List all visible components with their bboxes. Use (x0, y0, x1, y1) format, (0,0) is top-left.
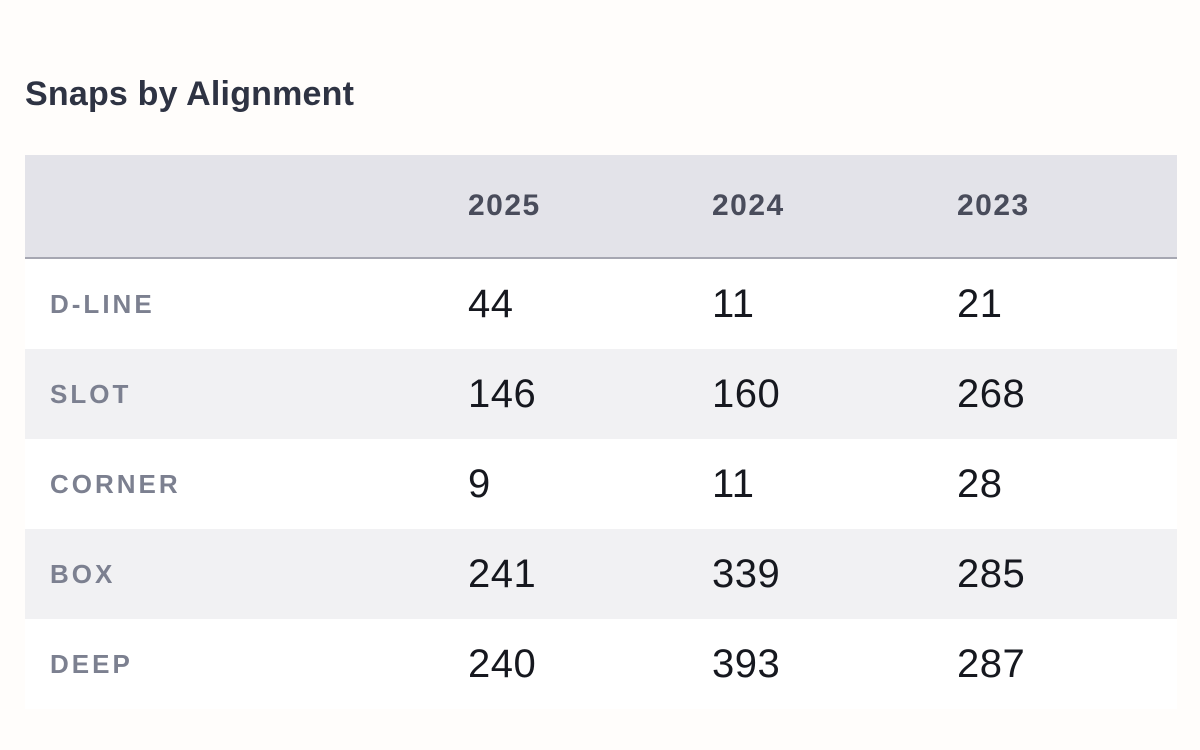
table-row-box: BOX 241 339 285 (25, 529, 1177, 619)
row-label: BOX (50, 558, 116, 589)
cell-value: 393 (712, 641, 781, 686)
cell-value: 268 (957, 371, 1026, 416)
row-label: DEEP (50, 648, 133, 679)
table-row-deep: DEEP 240 393 287 (25, 619, 1177, 709)
row-label: D-LINE (50, 288, 155, 319)
snaps-by-alignment-table: 2025 2024 2023 D-LINE 44 11 21 SLOT 146 … (25, 155, 1177, 709)
cell-value: 339 (712, 551, 781, 596)
cell-value: 44 (468, 281, 514, 326)
row-label: SLOT (50, 378, 132, 409)
cell-value: 21 (957, 281, 1003, 326)
column-header-2025: 2025 (468, 189, 541, 222)
cell-value: 146 (468, 371, 537, 416)
cell-value: 160 (712, 371, 781, 416)
column-header-2024: 2024 (712, 189, 785, 222)
cell-value: 9 (468, 461, 491, 506)
table-row-slot: SLOT 146 160 268 (25, 349, 1177, 439)
cell-value: 241 (468, 551, 537, 596)
cell-value: 285 (957, 551, 1026, 596)
cell-value: 240 (468, 641, 537, 686)
page-title: Snaps by Alignment (25, 74, 355, 113)
cell-value: 11 (712, 461, 755, 506)
table-header-row: 2025 2024 2023 (25, 155, 1177, 259)
table-row-d-line: D-LINE 44 11 21 (25, 259, 1177, 349)
column-header-2023: 2023 (957, 189, 1030, 222)
row-label: CORNER (50, 468, 181, 499)
cell-value: 287 (957, 641, 1026, 686)
cell-value: 11 (712, 281, 755, 326)
cell-value: 28 (957, 461, 1003, 506)
table-row-corner: CORNER 9 11 28 (25, 439, 1177, 529)
